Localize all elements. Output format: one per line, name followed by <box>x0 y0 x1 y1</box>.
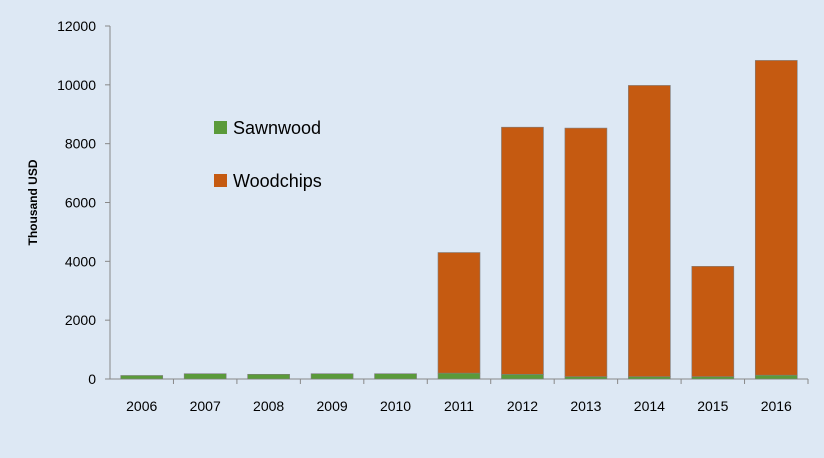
bar-woodchips-2012 <box>501 126 544 375</box>
bar-woodchips-2014 <box>628 85 671 377</box>
y-tick-label: 8000 <box>65 136 96 152</box>
bars <box>120 60 798 380</box>
x-tick-label: 2014 <box>634 398 665 414</box>
legend-label-sawnwood: Sawnwood <box>233 118 321 138</box>
bar-sawnwood-2013 <box>564 376 608 380</box>
x-tick-label: 2007 <box>190 398 221 414</box>
bar-sawnwood-2010 <box>374 373 417 380</box>
y-tick-label: 2000 <box>65 312 96 328</box>
bar-sawnwood-2009 <box>310 373 354 380</box>
y-ticks: 0 2000 4000 6000 8000 10000 12000 <box>57 18 110 387</box>
bar-sawnwood-2012 <box>501 373 544 380</box>
bar-sawnwood-2011 <box>437 372 481 380</box>
bar-sawnwood-2016 <box>754 374 798 380</box>
axes: Thousand USD <box>26 26 808 380</box>
x-tick-label: 2008 <box>253 398 284 414</box>
x-tick-label: 2010 <box>380 398 411 414</box>
x-tick-label: 2009 <box>317 398 348 414</box>
legend: Sawnwood Woodchips <box>214 118 322 191</box>
bar-woodchips-2013 <box>564 127 608 377</box>
bar-sawnwood-2006 <box>120 375 164 380</box>
bar-woodchips-2016 <box>754 60 798 376</box>
y-tick-label: 0 <box>88 371 96 387</box>
x-tick-label: 2016 <box>761 398 792 414</box>
bar-sawnwood-2007 <box>183 373 227 380</box>
bar-sawnwood-2015 <box>691 376 735 380</box>
x-tick-label: 2006 <box>126 398 157 414</box>
legend-label-woodchips: Woodchips <box>233 171 322 191</box>
bar-sawnwood-2014 <box>628 376 671 380</box>
legend-swatch-woodchips <box>214 174 227 187</box>
y-tick-label: 4000 <box>65 253 96 269</box>
y-tick-label: 10000 <box>57 77 96 93</box>
x-tick-label: 2012 <box>507 398 538 414</box>
legend-swatch-sawnwood <box>214 121 227 134</box>
x-tick-label: 2015 <box>697 398 728 414</box>
y-tick-label: 12000 <box>57 18 96 34</box>
y-tick-label: 6000 <box>65 195 96 211</box>
x-ticks: 2006 2007 2008 2009 2010 2011 2012 2013 2014 2015… <box>126 379 809 414</box>
bar-woodchips-2015 <box>691 266 735 377</box>
x-tick-label: 2011 <box>444 398 474 414</box>
bar-woodchips-2011 <box>437 252 481 374</box>
x-tick-label: 2013 <box>570 398 601 414</box>
bar-sawnwood-2008 <box>247 373 290 380</box>
y-axis-title: Thousand USD <box>26 159 40 245</box>
